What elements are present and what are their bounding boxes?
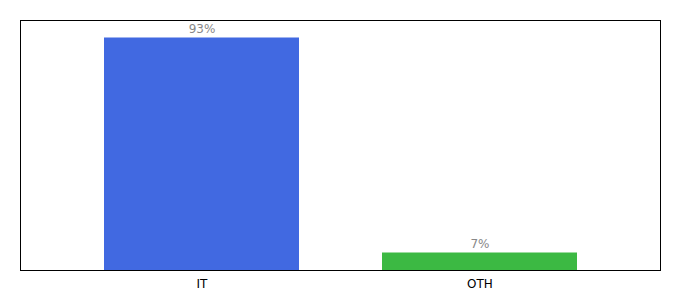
svg-text:7%: 7% (470, 237, 489, 251)
svg-text:IT: IT (197, 277, 209, 291)
svg-text:OTH: OTH (467, 277, 493, 291)
svg-text:93%: 93% (189, 22, 216, 36)
